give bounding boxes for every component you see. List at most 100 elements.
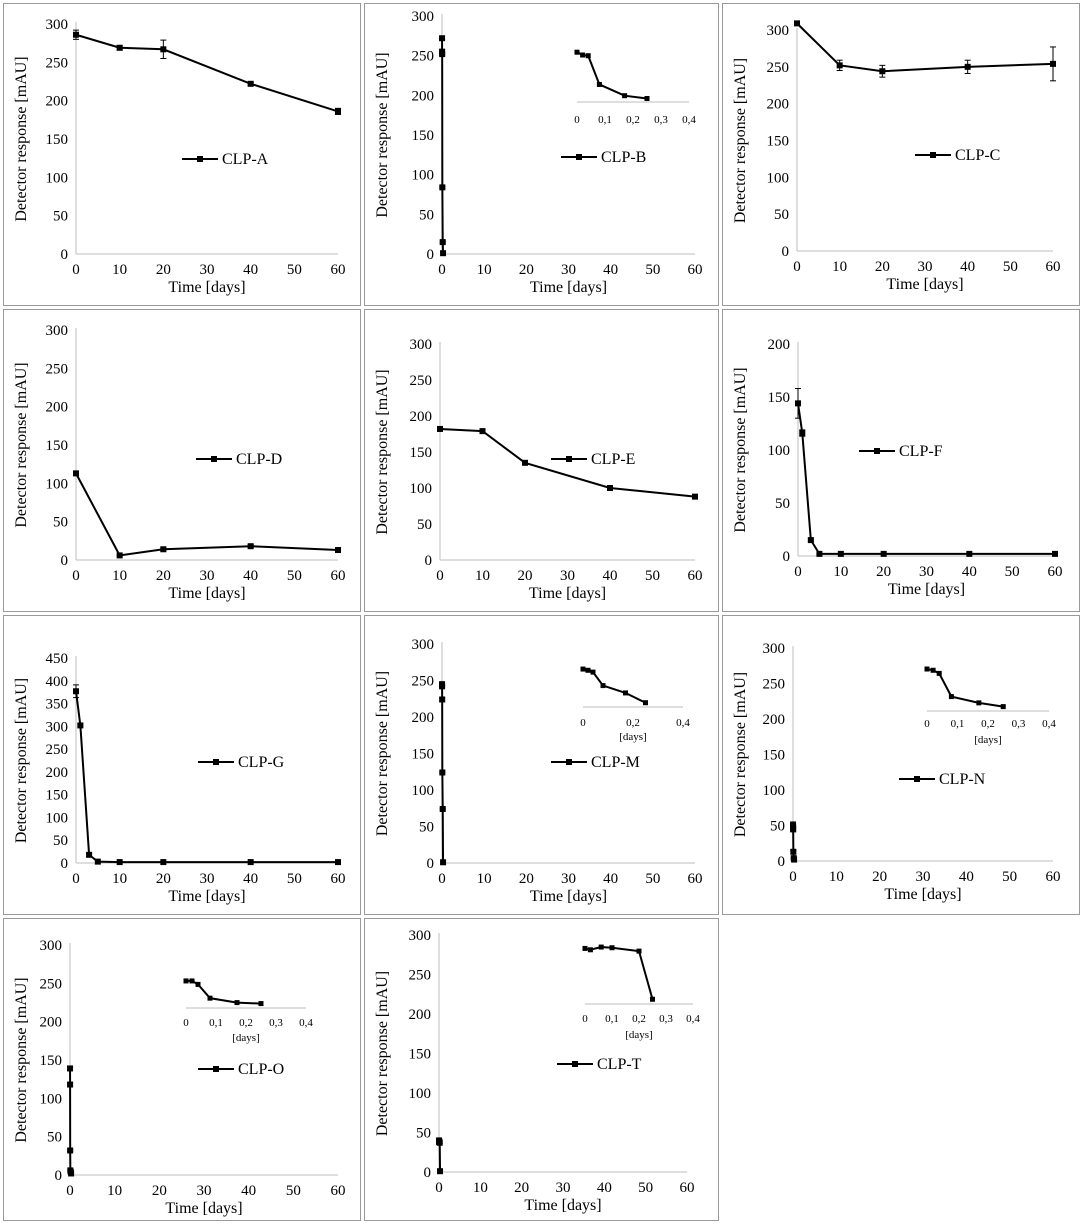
data-point <box>439 769 446 776</box>
inset-x-axis-title: [days] <box>619 731 647 743</box>
x-tick-label: 0 <box>794 564 802 580</box>
inset-series-line <box>584 946 654 1000</box>
y-tick-label: 50 <box>416 1126 431 1142</box>
data-point <box>67 1081 74 1088</box>
inset-x-tick-label: 0 <box>582 1013 588 1025</box>
inset-x-tick-label: 0,3 <box>654 114 668 126</box>
inset-data-point <box>936 670 942 676</box>
y-tick-label: 150 <box>40 1053 63 1069</box>
x-tick-label: 40 <box>959 869 974 885</box>
x-tick-label: 40 <box>243 262 258 278</box>
x-tick-label: 50 <box>645 568 660 584</box>
data-point <box>439 683 446 690</box>
y-tick-label: 0 <box>783 549 791 565</box>
inset-x-axis-title: [days] <box>232 1032 260 1044</box>
x-axis-title: Time [days] <box>888 581 965 598</box>
x-tick-label: 20 <box>156 568 171 584</box>
legend-label: CLP-G <box>238 754 285 771</box>
chart-panel-clp-t: 0 50 100 150 200 250 300 0 10 20 30 40 50 60 Time [day… <box>364 918 719 1221</box>
y-tick-label: 250 <box>410 373 433 389</box>
y-tick-label: 300 <box>46 719 69 735</box>
y-tick-label: 300 <box>410 337 433 353</box>
inset-data-point <box>189 978 195 984</box>
inset-data-point <box>650 996 655 1002</box>
y-tick-label: 100 <box>768 443 791 459</box>
y-axis-title: Detector response [mAU] <box>374 369 391 534</box>
x-tick-label: 20 <box>875 259 890 275</box>
chart-panel-clp-m: 0 50 100 150 200 250 300 0 10 20 30 40 50 60 Time [day… <box>364 615 719 915</box>
y-tick-label: 50 <box>419 820 434 836</box>
x-axis-title: Time [days] <box>168 585 245 602</box>
inset-data-point <box>587 947 593 953</box>
inset-x-tick-label: 0,2 <box>626 717 640 729</box>
data-point <box>880 550 887 557</box>
x-tick-label: 0 <box>438 871 446 887</box>
inset-x-tick-label: 0,3 <box>659 1013 673 1025</box>
inset-x-tick-label: 0,1 <box>605 1013 619 1025</box>
x-tick-label: 20 <box>156 262 171 278</box>
x-tick-label: 30 <box>200 568 215 584</box>
inset-x-tick-label: 0,2 <box>632 1013 646 1025</box>
x-tick-label: 60 <box>1048 564 1063 580</box>
y-tick-label: 250 <box>412 674 435 690</box>
y-tick-label: 100 <box>409 1086 432 1102</box>
inset-x-tick-label: 0,1 <box>209 1017 223 1029</box>
inset-data-point <box>976 700 982 706</box>
y-tick-label: 200 <box>763 712 786 728</box>
inset-data-point <box>258 1001 264 1007</box>
x-tick-label: 20 <box>519 871 534 887</box>
data-point <box>335 859 341 866</box>
inset-data-point <box>207 995 213 1001</box>
x-tick-label: 30 <box>197 1183 212 1199</box>
data-point <box>1052 550 1058 557</box>
x-tick-label: 0 <box>793 259 801 275</box>
x-tick-label: 50 <box>1003 259 1018 275</box>
y-tick-label: 250 <box>46 742 69 758</box>
y-tick-label: 350 <box>46 697 69 713</box>
y-tick-label: 300 <box>412 637 435 653</box>
x-tick-label: 40 <box>241 1183 256 1199</box>
y-tick-label: 50 <box>775 496 790 512</box>
x-tick-label: 60 <box>331 871 346 887</box>
x-tick-label: 20 <box>519 262 534 278</box>
inset-data-point <box>924 666 930 672</box>
data-point <box>160 546 167 553</box>
x-tick-label: 0 <box>789 869 797 885</box>
y-tick-label: 250 <box>46 55 69 71</box>
x-tick-label: 60 <box>688 262 703 278</box>
data-point <box>607 485 613 491</box>
x-tick-label: 60 <box>688 568 703 584</box>
data-point <box>68 1170 75 1177</box>
data-point <box>94 858 101 865</box>
y-axis-title: Detector response [mAU] <box>13 678 30 843</box>
data-point <box>116 44 123 51</box>
inset-data-point <box>598 944 604 950</box>
x-tick-label: 10 <box>473 1180 488 1196</box>
x-tick-label: 10 <box>477 871 492 887</box>
x-tick-label: 30 <box>561 871 576 887</box>
series-line <box>75 33 339 113</box>
x-axis-title: Time [days] <box>529 585 606 602</box>
data-point <box>795 400 801 407</box>
data-point <box>794 20 800 27</box>
y-tick-label: 250 <box>409 968 432 984</box>
y-tick-label: 150 <box>768 390 791 406</box>
y-tick-label: 200 <box>46 400 69 416</box>
data-point <box>522 459 528 466</box>
y-axis-title: Detector response [mAU] <box>732 58 749 223</box>
y-tick-label: 50 <box>770 819 785 835</box>
legend-marker <box>566 456 572 462</box>
x-axis-title: Time [days] <box>530 279 607 296</box>
series-line <box>75 691 338 864</box>
y-tick-label: 300 <box>767 23 790 39</box>
y-tick-label: 50 <box>419 207 434 223</box>
y-tick-label: 250 <box>763 677 786 693</box>
y-tick-label: 0 <box>61 247 69 263</box>
y-tick-label: 450 <box>46 651 69 667</box>
legend-marker <box>197 156 203 162</box>
chart-panel-clp-o: 0 50 100 150 200 250 300 0 10 20 30 40 50 60 Time [day… <box>3 918 361 1221</box>
y-tick-label: 250 <box>767 60 790 76</box>
legend-label: CLP-B <box>601 149 646 166</box>
x-tick-label: 40 <box>597 1180 612 1196</box>
series-line <box>797 403 1055 555</box>
